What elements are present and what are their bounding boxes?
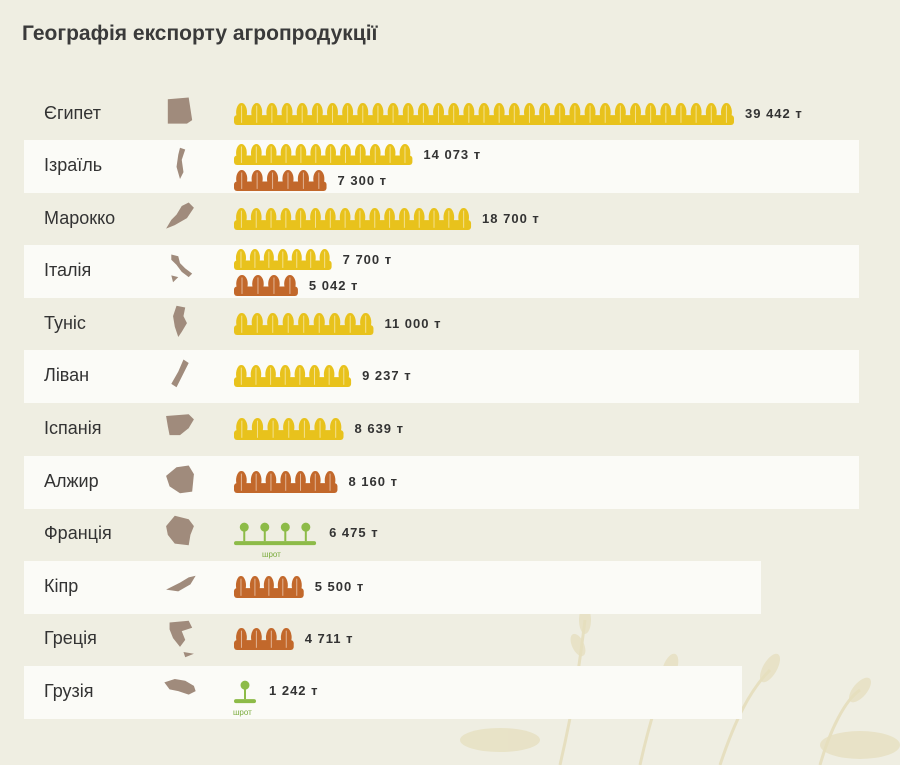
country-row: Туніс <box>24 298 859 351</box>
bar-barley <box>234 576 304 598</box>
data-label: 7 300 т <box>337 172 388 188</box>
country-map-icon <box>171 254 193 283</box>
bar-barley <box>234 471 338 493</box>
country-name: Алжир <box>44 471 99 491</box>
country-name: Італія <box>44 260 92 280</box>
country-row: Алжир <box>24 456 859 509</box>
country-name: Туніс <box>44 313 86 333</box>
bar-meal <box>234 522 317 546</box>
data-label: 39 442 т <box>745 106 803 121</box>
data-label: 9 237 т <box>362 368 412 383</box>
country-name: Марокко <box>44 208 116 228</box>
data-label: 6 475 т <box>329 525 379 540</box>
country-name: Єгипет <box>44 103 101 123</box>
country-row: Ізраїль <box>24 140 859 193</box>
country-row: Кіпр <box>24 561 761 614</box>
country-name: Грузія <box>44 681 94 701</box>
country-name: Ізраїль <box>44 155 103 175</box>
bar-barley <box>234 170 327 191</box>
data-label: 5 500 т <box>314 579 365 594</box>
country-row: Марокко <box>24 193 859 246</box>
country-map-icon <box>167 97 193 124</box>
bar-barley <box>234 275 298 296</box>
country-name: Франція <box>44 523 112 543</box>
data-label: 8 639 т <box>354 421 405 436</box>
data-label: 11 000 т <box>384 316 442 331</box>
bar-wheat <box>234 144 413 165</box>
country-map-icon <box>166 414 194 436</box>
bar-wheat <box>234 418 344 440</box>
bar-barley <box>234 628 294 650</box>
country-map-icon <box>171 359 189 388</box>
bar-wheat <box>234 208 472 230</box>
country-name: Іспанія <box>44 418 102 438</box>
data-label: 1 242 т <box>269 683 319 698</box>
country-row: Ліван <box>24 350 859 403</box>
country-row: Єгипет <box>24 88 859 141</box>
country-row: Італія <box>24 245 859 298</box>
data-label: 18 700 т <box>482 211 540 226</box>
bar-wheat <box>234 249 332 270</box>
country-map-icon <box>169 620 194 658</box>
data-label: 5 042 т <box>308 277 359 293</box>
country-row: Іспанія <box>24 403 859 456</box>
country-map-icon <box>176 147 186 180</box>
country-map-icon <box>166 202 194 229</box>
country-name: Кіпр <box>44 576 79 596</box>
data-label: 4 711 т <box>304 631 354 646</box>
country-map-icon <box>173 305 187 338</box>
data-label: 8 160 т <box>348 474 398 489</box>
bar-wheat <box>234 103 734 125</box>
data-label: 7 700 т <box>342 251 393 267</box>
country-map-icon <box>166 515 194 546</box>
bar-wheat <box>234 365 352 387</box>
bar-wheat <box>234 313 374 335</box>
bar-meal <box>234 680 256 704</box>
chart-title: Географія експорту агропродукції <box>22 22 378 45</box>
country-map-icon <box>164 678 196 695</box>
country-row: Грузія <box>24 666 742 719</box>
country-row: Франція <box>24 508 859 561</box>
country-map-icon <box>166 465 194 494</box>
country-row: Греція <box>24 613 859 666</box>
country-name: Греція <box>44 628 97 648</box>
data-label: 14 073 т <box>423 146 482 162</box>
country-map-icon <box>166 575 196 592</box>
meal-caption: шрот <box>262 550 281 559</box>
meal-caption: шрот <box>233 708 252 717</box>
country-name: Ліван <box>44 365 90 385</box>
